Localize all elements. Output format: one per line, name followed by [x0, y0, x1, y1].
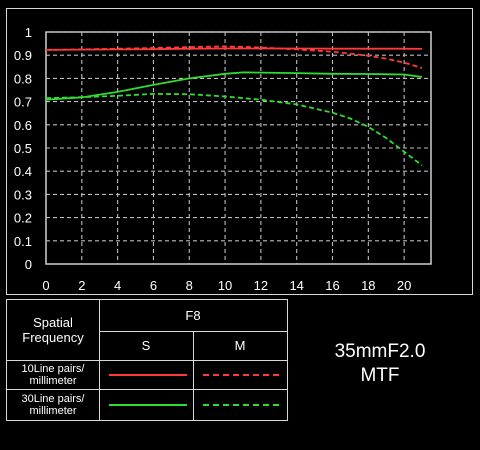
swatch-10lp-sagittal [109, 374, 187, 376]
y-tick-label: 0.9 [14, 48, 32, 63]
swatch-10lp-meridional [203, 374, 279, 376]
legend-divider-h1 [99, 331, 287, 332]
aperture-label: F8 [185, 308, 201, 323]
x-tick-label: 16 [325, 278, 339, 293]
lens-model-label: 35mmF2.0 [334, 341, 426, 362]
y-tick-label: 1 [25, 25, 32, 40]
x-tick-label: 0 [42, 278, 49, 293]
x-tick-label: 10 [218, 278, 232, 293]
y-tick-label: 0.8 [14, 71, 32, 86]
mtf-chart: 0 2 4 6 8 10 12 14 16 18 20 0 0.1 0.2 0.3 0.4 0.5 0.6 0.7 0… [14, 25, 432, 293]
x-tick-label: 12 [254, 278, 268, 293]
row-30lp-label: 30Line pairs/ millimeter [21, 392, 85, 417]
y-tick-label: 0.6 [14, 118, 32, 133]
y-tick-label: 0.1 [14, 234, 32, 249]
series-30lp-sagittal-line [45, 71, 423, 101]
legend-divider-v2 [193, 331, 194, 420]
series-30lp-meridional-line [45, 93, 423, 167]
row-10lp-label: 10Line pairs/ millimeter [21, 362, 85, 387]
spatial-frequency-label: Spatial Frequency [22, 315, 84, 345]
meridional-column-label: M [234, 338, 246, 353]
series-10lp-meridional-line [45, 45, 423, 69]
y-tick-label: 0.2 [14, 211, 32, 226]
x-tick-label: 4 [114, 278, 121, 293]
y-tick-label: 0.5 [14, 141, 32, 156]
y-tick-label: 0.4 [14, 164, 32, 179]
legend-table: Spatial Frequency F8 S M 10Line pairs/ m… [6, 299, 288, 421]
lens-caption: 35mmF2.0 MTF [310, 340, 450, 388]
swatch-30lp-meridional [203, 404, 279, 406]
y-tick-label: 0.3 [14, 187, 32, 202]
x-tick-label: 2 [78, 278, 85, 293]
x-tick-label: 8 [186, 278, 193, 293]
x-tick-label: 6 [150, 278, 157, 293]
x-tick-label: 14 [289, 278, 303, 293]
swatch-30lp-sagittal [109, 404, 187, 406]
y-tick-label: 0.7 [14, 95, 32, 110]
mtf-label: MTF [360, 365, 400, 386]
x-tick-label: 18 [361, 278, 375, 293]
legend-divider-h3 [7, 389, 287, 390]
legend-divider-h2 [7, 360, 287, 361]
x-tick-label: 20 [397, 278, 411, 293]
mtf-chart-frame [6, 8, 473, 295]
y-tick-label: 0 [25, 257, 32, 272]
sagittal-column-label: S [141, 338, 151, 353]
